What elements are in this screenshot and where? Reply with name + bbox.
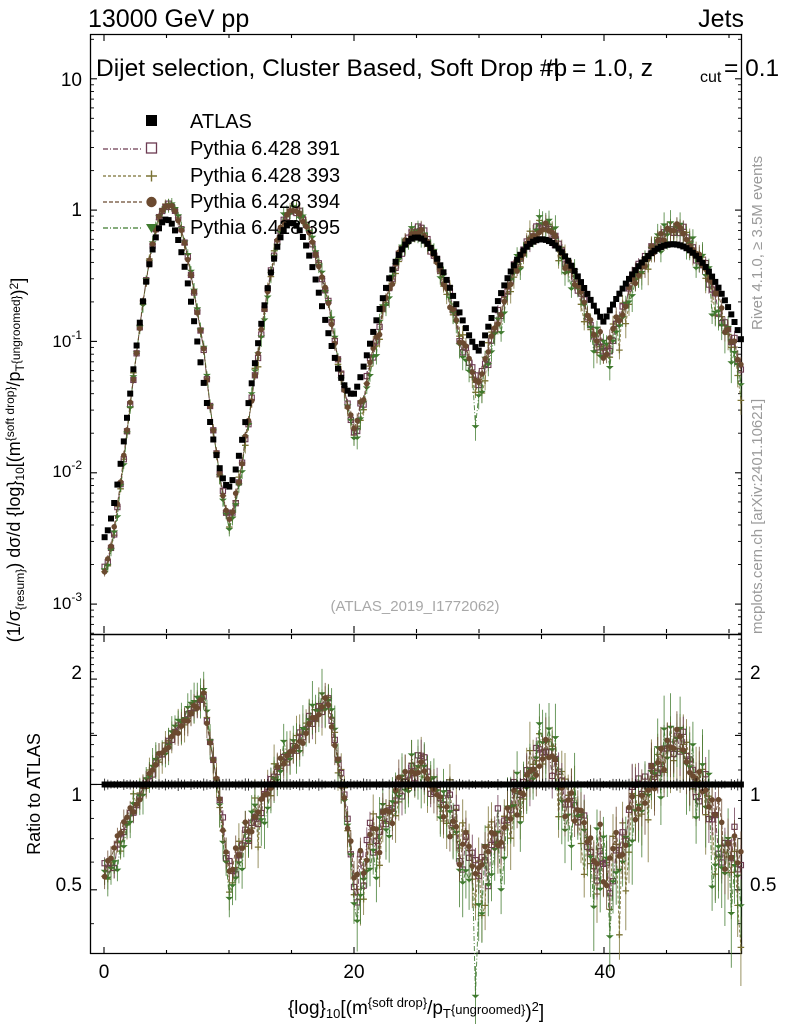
svg-text:0: 0	[99, 962, 110, 983]
svg-text:0.5: 0.5	[750, 875, 776, 896]
svg-text:1: 1	[71, 785, 82, 806]
svg-text:= 0.1: = 0.1	[724, 55, 779, 82]
svg-text:cut: cut	[700, 69, 722, 86]
svg-text:Rivet 4.1.0, ≥ 3.5M events: Rivet 4.1.0, ≥ 3.5M events	[749, 156, 766, 330]
svg-text:Pythia 6.428 393: Pythia 6.428 393	[190, 165, 340, 187]
svg-text:13000 GeV pp: 13000 GeV pp	[88, 5, 249, 33]
svg-text:ATLAS: ATLAS	[190, 111, 252, 133]
svg-text:Jets: Jets	[698, 5, 744, 33]
svg-text:2: 2	[750, 663, 761, 684]
svg-text:(ATLAS_2019_I1772062): (ATLAS_2019_I1772062)	[330, 598, 499, 615]
svg-text:1: 1	[71, 200, 82, 221]
svg-text:2: 2	[71, 663, 82, 684]
svg-text:1: 1	[750, 785, 761, 806]
svg-text:Pythia 6.428 391: Pythia 6.428 391	[190, 138, 340, 160]
svg-text:η: η	[546, 55, 560, 82]
svg-text:Pythia 6.428 395: Pythia 6.428 395	[190, 217, 340, 239]
svg-text:mcplots.cern.ch [arXiv:2401.10: mcplots.cern.ch [arXiv:2401.10621]	[749, 399, 766, 634]
svg-text:0.5: 0.5	[56, 875, 82, 896]
svg-text:Ratio to ATLAS: Ratio to ATLAS	[24, 733, 44, 855]
svg-text:Dijet selection, Cluster Based: Dijet selection, Cluster Based, Soft Dro…	[96, 55, 567, 82]
svg-text:10: 10	[61, 70, 82, 91]
svg-text:Pythia 6.428 394: Pythia 6.428 394	[190, 191, 340, 213]
svg-text:= 1.0, z: = 1.0, z	[572, 55, 653, 82]
svg-text:40: 40	[594, 962, 615, 983]
svg-text:20: 20	[343, 962, 364, 983]
